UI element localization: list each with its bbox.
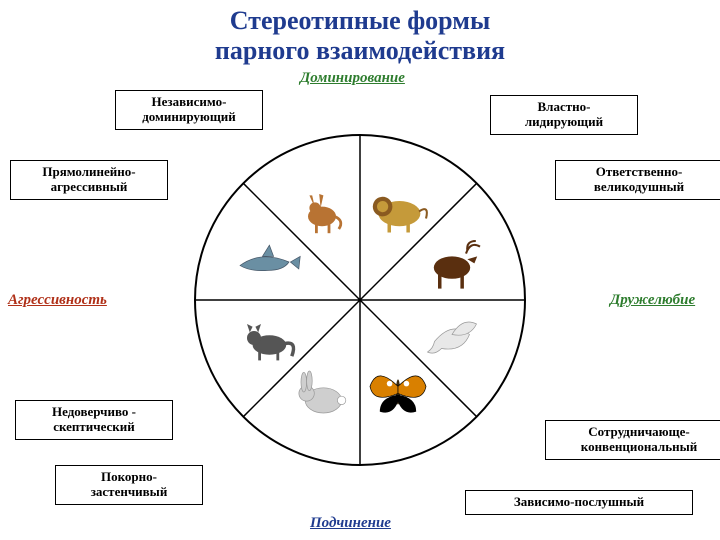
title-line1: Стереотипные формы: [230, 6, 491, 35]
page-title: Стереотипные формы парного взаимодействи…: [0, 6, 720, 66]
type-box-straightforward-aggressive: Прямолинейно-агрессивный: [10, 160, 168, 200]
type-box-line: агрессивный: [51, 179, 128, 194]
type-box-line: лидирующий: [525, 114, 603, 129]
type-box-line: Покорно-: [101, 469, 157, 484]
type-box-line: скептический: [53, 419, 135, 434]
title-line2: парного взаимодействия: [215, 36, 505, 65]
type-box-independent-dominant: Независимо-доминирующий: [115, 90, 263, 130]
axis-left-label: Агрессивность: [8, 292, 107, 309]
type-box-cooperative-conventional: Сотрудничающе-конвенциональный: [545, 420, 720, 460]
type-box-line: застенчивый: [91, 484, 168, 499]
type-box-authoritative-leading: Властно-лидирующий: [490, 95, 638, 135]
type-box-dependent-obedient: Зависимо-послушный: [465, 490, 693, 515]
type-box-line: Зависимо-послушный: [514, 494, 644, 509]
type-box-line: конвенциональный: [581, 439, 697, 454]
type-box-line: Независимо-: [152, 94, 227, 109]
axis-top-label: Доминирование: [300, 70, 405, 87]
shark-icon: [233, 227, 303, 302]
type-box-line: Прямолинейно-: [42, 164, 135, 179]
type-box-line: великодушный: [594, 179, 684, 194]
type-box-line: доминирующий: [142, 109, 236, 124]
type-box-line: Сотрудничающе-: [588, 424, 689, 439]
diagram-stage: Стереотипные формы парного взаимодействи…: [0, 0, 720, 540]
type-box-line: Ответственно-: [596, 164, 683, 179]
type-box-distrustful-skeptical: Недоверчиво -скептический: [15, 400, 173, 440]
axis-right-label: Дружелюбие: [610, 292, 695, 309]
type-box-line: Недоверчиво -: [52, 404, 136, 419]
butterfly-icon: [363, 357, 433, 432]
type-box-submissive-shy: Покорно-застенчивый: [55, 465, 203, 505]
type-box-responsible-generous: Ответственно-великодушный: [555, 160, 720, 200]
type-box-line: Властно-: [538, 99, 591, 114]
moose-icon: [417, 227, 487, 302]
axis-bottom-label: Подчинение: [310, 515, 391, 532]
cat-icon: [233, 303, 303, 378]
